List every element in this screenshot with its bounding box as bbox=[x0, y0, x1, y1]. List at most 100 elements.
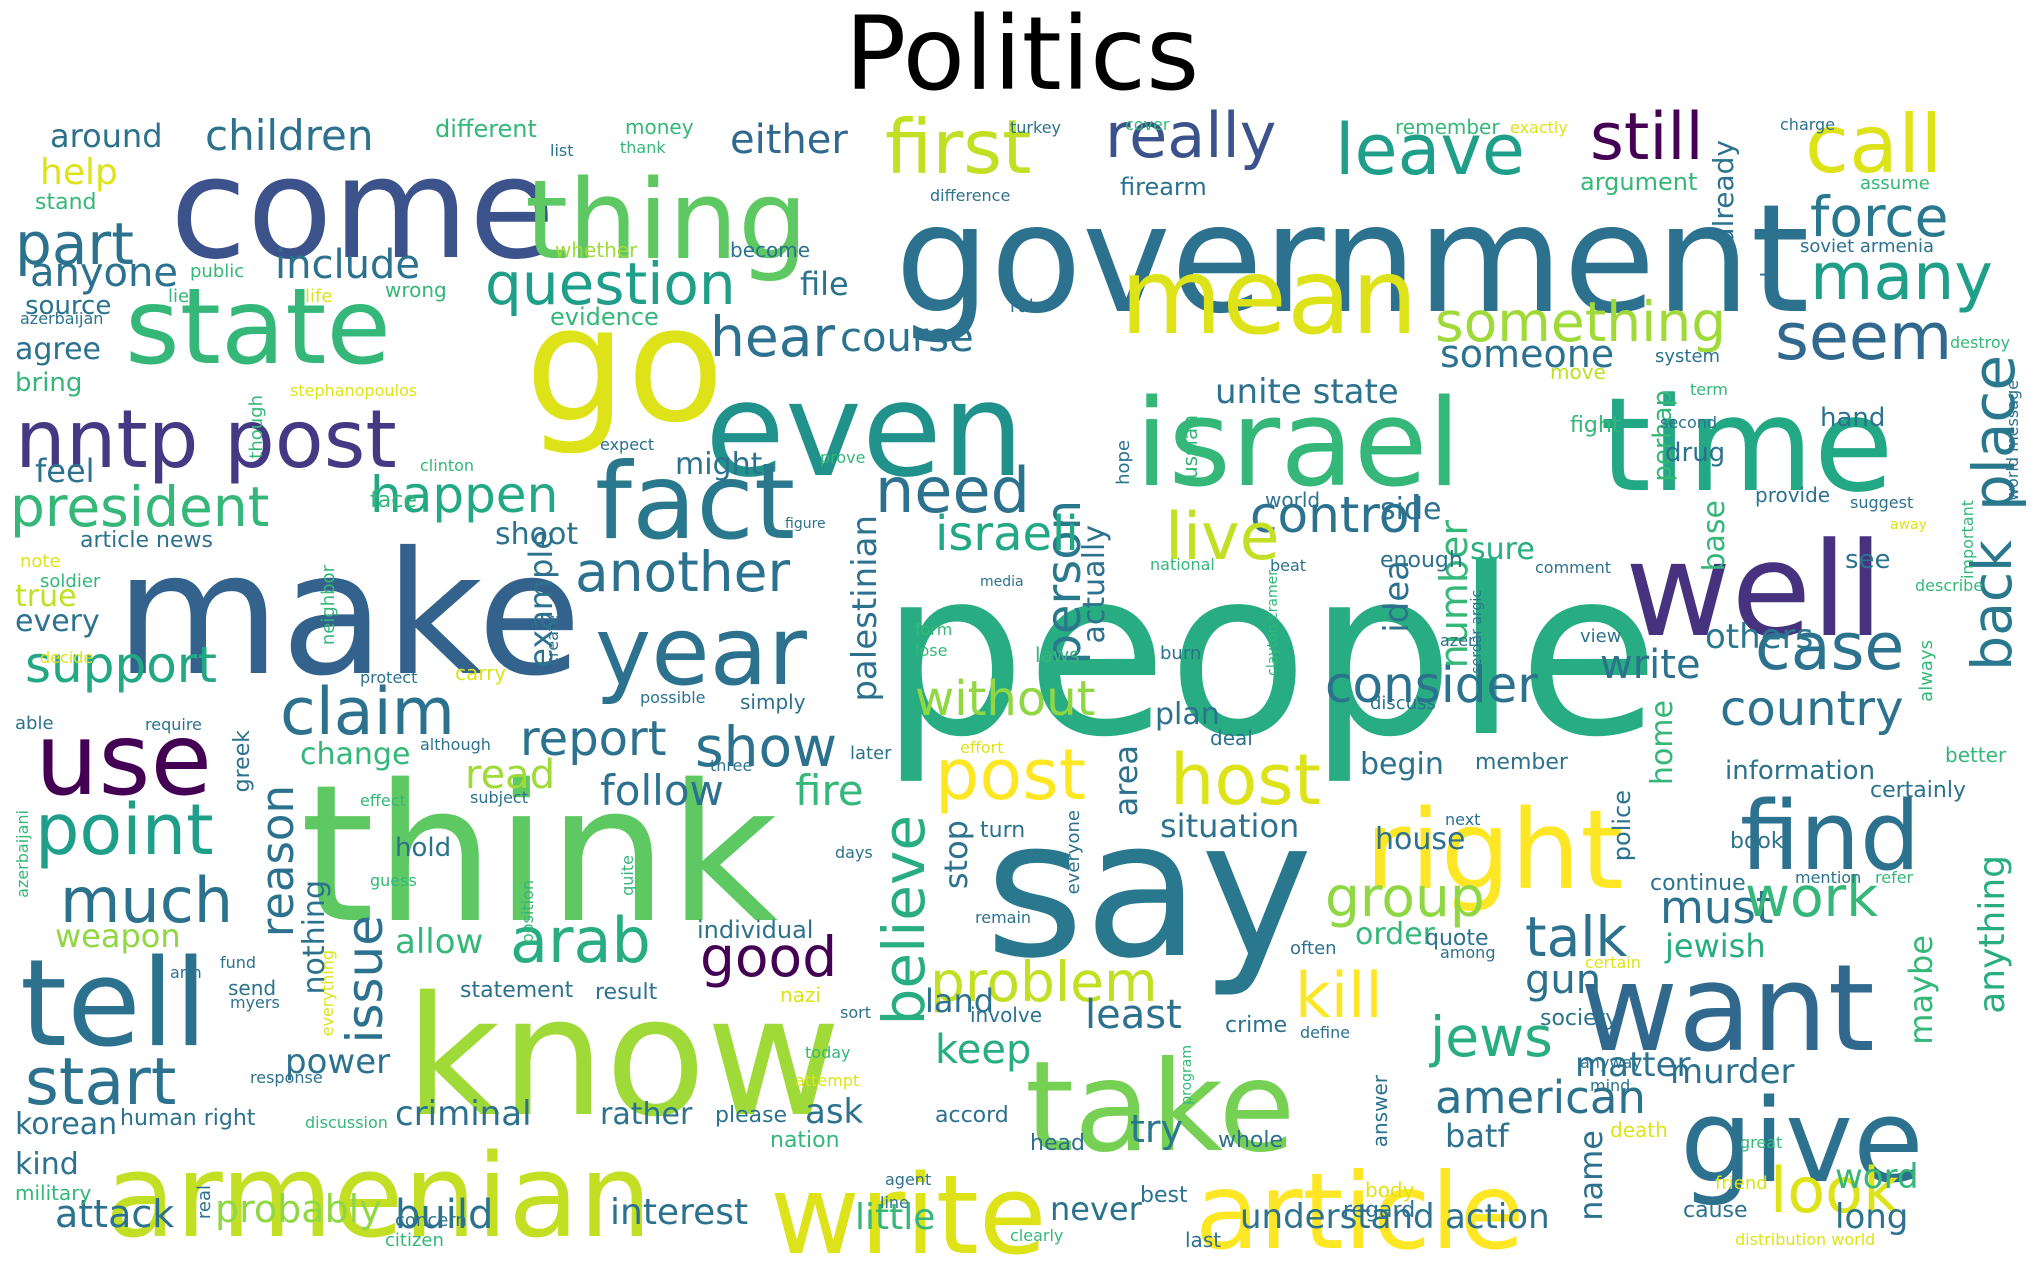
cloud-word: base bbox=[1697, 500, 1732, 572]
cloud-word: control bbox=[1250, 486, 1424, 544]
cloud-word: hand bbox=[1820, 403, 1886, 433]
cloud-word: define bbox=[1300, 1023, 1351, 1042]
cloud-word: sort bbox=[840, 1003, 871, 1022]
cloud-word: give bbox=[1680, 1075, 1924, 1209]
cloud-word: fire bbox=[795, 766, 864, 815]
cloud-word: important bbox=[1958, 500, 1977, 580]
cloud-word: wrong bbox=[385, 278, 447, 302]
cloud-word: group bbox=[1325, 865, 1485, 929]
cloud-word: view bbox=[1580, 626, 1622, 647]
cloud-word: either bbox=[730, 117, 848, 163]
cloud-word: statement bbox=[460, 978, 574, 1003]
cloud-word: help bbox=[40, 152, 118, 193]
cloud-word: attack bbox=[55, 1192, 175, 1236]
cloud-word: clinton bbox=[420, 456, 475, 475]
cloud-word: year bbox=[595, 597, 807, 707]
cloud-word: much bbox=[60, 864, 234, 937]
cloud-word: clearly bbox=[1010, 1226, 1064, 1245]
cloud-word: use bbox=[35, 701, 213, 818]
cloud-word: name bbox=[1572, 1130, 1610, 1221]
cloud-word: criminal bbox=[395, 1094, 532, 1134]
cloud-word: problem bbox=[930, 950, 1158, 1014]
cloud-word: land bbox=[925, 982, 995, 1020]
cloud-word: bring bbox=[15, 368, 83, 398]
cloud-word: destroy bbox=[1950, 333, 2011, 352]
cloud-word: action bbox=[1445, 1197, 1550, 1237]
cloud-word: public bbox=[190, 261, 245, 282]
cloud-word: post bbox=[935, 734, 1087, 816]
cloud-word: actually bbox=[1077, 525, 1112, 644]
cloud-word: quite bbox=[618, 855, 637, 896]
cloud-word: article news bbox=[80, 528, 213, 553]
cloud-word: mention bbox=[1795, 868, 1862, 887]
cloud-word: must bbox=[1660, 881, 1774, 934]
cloud-word: issue bbox=[336, 915, 394, 1044]
cloud-word: mean bbox=[1120, 236, 1418, 358]
cloud-word: human right bbox=[120, 1106, 256, 1131]
cloud-word: three bbox=[710, 756, 753, 775]
cloud-word: hear bbox=[710, 305, 836, 369]
cloud-word: decide bbox=[40, 648, 94, 667]
cloud-word: turkey bbox=[1010, 118, 1061, 137]
cloud-word: hope bbox=[1113, 440, 1134, 485]
cloud-word: agent bbox=[885, 1170, 932, 1189]
cloud-word: home bbox=[1645, 700, 1680, 786]
cloud-word: today bbox=[805, 1043, 851, 1062]
cloud-word: weapon bbox=[55, 917, 181, 955]
cloud-word: source bbox=[25, 291, 112, 321]
cloud-word: real bbox=[194, 1185, 215, 1220]
cloud-word: often bbox=[1290, 938, 1337, 959]
cloud-word: area bbox=[1107, 745, 1145, 817]
cloud-word: think bbox=[300, 744, 779, 965]
cloud-word: citizen bbox=[385, 1230, 444, 1251]
cloud-word: sure bbox=[1470, 532, 1535, 567]
cloud-word: good bbox=[700, 925, 838, 989]
cloud-word: lie bbox=[168, 286, 190, 307]
cloud-word: media bbox=[980, 574, 1024, 590]
cloud-word: last bbox=[1185, 1228, 1222, 1252]
cloud-word: part bbox=[15, 210, 134, 278]
cloud-word: drug bbox=[1665, 438, 1726, 468]
cloud-word: include bbox=[275, 242, 420, 288]
cloud-word: second bbox=[1660, 413, 1718, 432]
cloud-word: report bbox=[520, 711, 667, 767]
cloud-word: israeli bbox=[935, 506, 1079, 562]
cloud-word: money bbox=[625, 115, 694, 139]
cloud-word: build bbox=[395, 1192, 494, 1238]
cloud-word: murder bbox=[1670, 1052, 1795, 1092]
cloud-word: already bbox=[1707, 140, 1740, 245]
cloud-word: myers bbox=[230, 993, 280, 1012]
cloud-word: describe bbox=[1915, 576, 1984, 595]
cloud-word: discuss bbox=[1370, 693, 1436, 714]
cloud-word: position bbox=[518, 880, 537, 944]
cloud-word: order bbox=[1355, 917, 1435, 952]
cloud-word: batf bbox=[1445, 1117, 1509, 1155]
cloud-word: form bbox=[915, 620, 953, 639]
cloud-word: become bbox=[730, 238, 811, 262]
cloud-word: work bbox=[1745, 865, 1879, 929]
cloud-word: cause bbox=[1683, 1198, 1748, 1223]
cloud-word: rather bbox=[600, 1097, 693, 1132]
cloud-word: response bbox=[250, 1068, 323, 1087]
cloud-word: information bbox=[1725, 756, 1876, 786]
cloud-word: regard bbox=[1343, 1198, 1416, 1223]
cloud-word: remember bbox=[1395, 115, 1500, 139]
cloud-word: host bbox=[1170, 739, 1322, 821]
cloud-word: word bbox=[1835, 1157, 1919, 1197]
cloud-word: korean bbox=[15, 1107, 118, 1142]
cloud-word: prove bbox=[820, 448, 866, 467]
cloud-word: difference bbox=[930, 186, 1011, 205]
cloud-word: everyone bbox=[1063, 810, 1084, 895]
cloud-word: understand bbox=[1240, 1197, 1435, 1237]
cloud-word: attempt bbox=[795, 1071, 860, 1090]
cloud-word: although bbox=[420, 735, 491, 754]
cloud-word: result bbox=[595, 980, 658, 1005]
cloud-word: provide bbox=[1755, 483, 1831, 507]
cloud-word: thank bbox=[620, 138, 666, 157]
cloud-word: list bbox=[550, 141, 574, 160]
cloud-word: matter bbox=[1575, 1045, 1691, 1085]
cloud-word: nazi bbox=[780, 983, 821, 1007]
cloud-word: fight bbox=[1570, 413, 1621, 438]
cloud-word: rule bbox=[1010, 296, 1045, 317]
cloud-word: expect bbox=[600, 435, 655, 454]
